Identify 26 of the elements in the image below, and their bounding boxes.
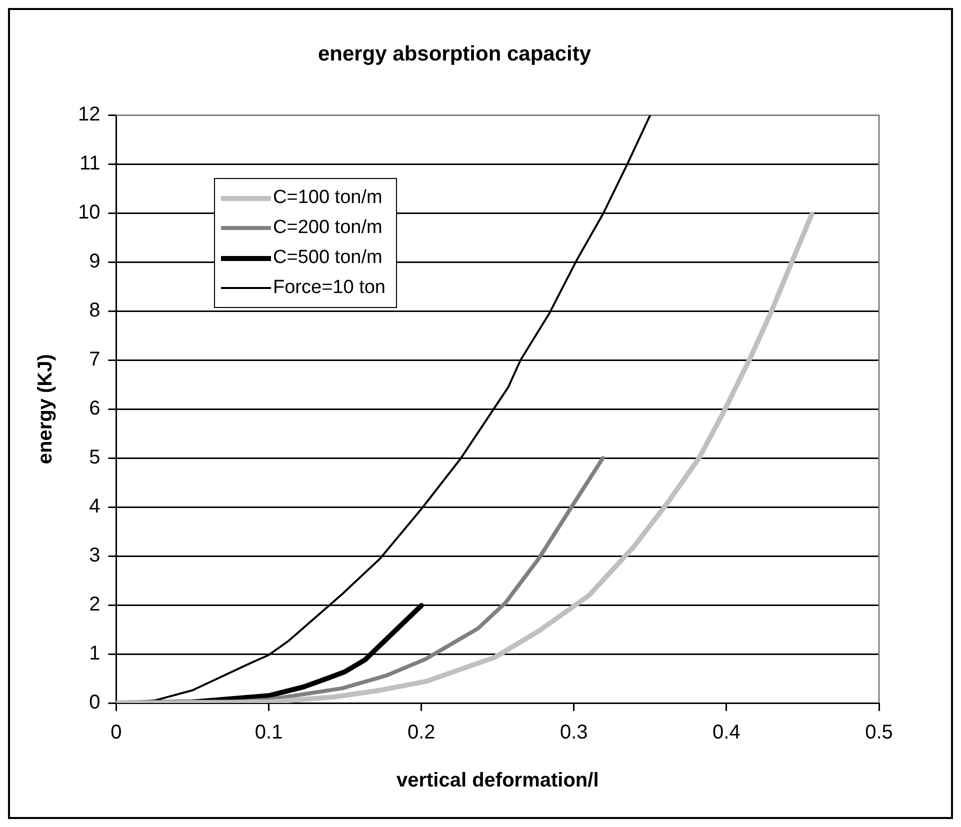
x-tick-label: 0.2 [407, 722, 436, 744]
chart-title: energy absorption capacity [318, 42, 592, 66]
y-tick-label: 6 [89, 398, 100, 420]
y-tick-label: 4 [89, 496, 100, 518]
y-tick-label: 1 [89, 642, 100, 665]
y-tick-label: 9 [89, 250, 100, 273]
x-tick-label: 0 [110, 722, 122, 744]
y-tick-label: 2 [89, 594, 100, 616]
y-tick-label: 5 [89, 446, 100, 469]
legend-label: Force=10 ton [273, 277, 386, 299]
y-tick-label: 10 [78, 202, 100, 224]
legend-label: C=500 ton/m [273, 247, 382, 269]
x-axis-title: vertical deformation/l [396, 770, 599, 792]
x-tick-label: 0.3 [560, 722, 588, 744]
y-axis-title: energy (KJ) [34, 354, 57, 464]
y-tick-label: 11 [79, 152, 100, 175]
x-tick-label: 0.1 [254, 722, 283, 744]
legend-label: C=100 ton/m [273, 187, 382, 209]
y-tick-label: 0 [89, 692, 100, 714]
x-tick-label: 0.4 [712, 722, 740, 744]
legend-label: C=200 ton/m [273, 217, 382, 239]
x-tick-label: 0.5 [865, 722, 893, 744]
y-tick-label: 3 [89, 544, 100, 567]
y-tick-label: 12 [78, 104, 100, 126]
y-tick-label: 8 [89, 300, 100, 322]
y-tick-label: 7 [89, 348, 100, 371]
